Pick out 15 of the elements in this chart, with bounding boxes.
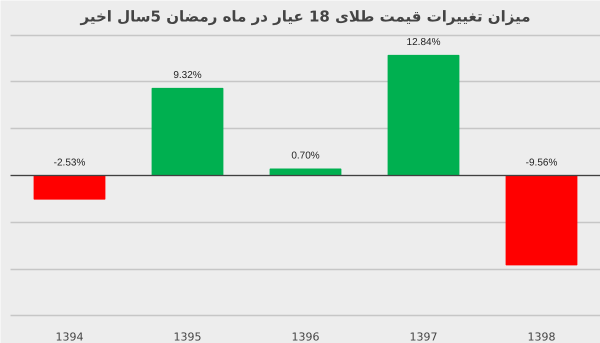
bar	[506, 175, 578, 266]
x-tick-label: 1397	[410, 330, 438, 343]
bar	[388, 54, 460, 176]
x-tick-label: 1394	[56, 330, 84, 343]
data-label: 12.84%	[406, 37, 441, 48]
x-tick-label: 1398	[528, 330, 556, 343]
x-tick-label: 1396	[292, 330, 320, 343]
data-label: 0.70%	[291, 150, 320, 162]
bar	[152, 88, 224, 176]
data-label: -9.56%	[526, 157, 558, 168]
chart-title: میزان تغییرات قیمت طلای 18 عیار در ماه رمضان 5سال اخیر	[80, 8, 530, 26]
x-tick-label: 1395	[174, 330, 202, 343]
bar	[34, 175, 106, 200]
data-label: -2.53%	[54, 157, 86, 168]
data-label: 9.32%	[173, 70, 202, 82]
